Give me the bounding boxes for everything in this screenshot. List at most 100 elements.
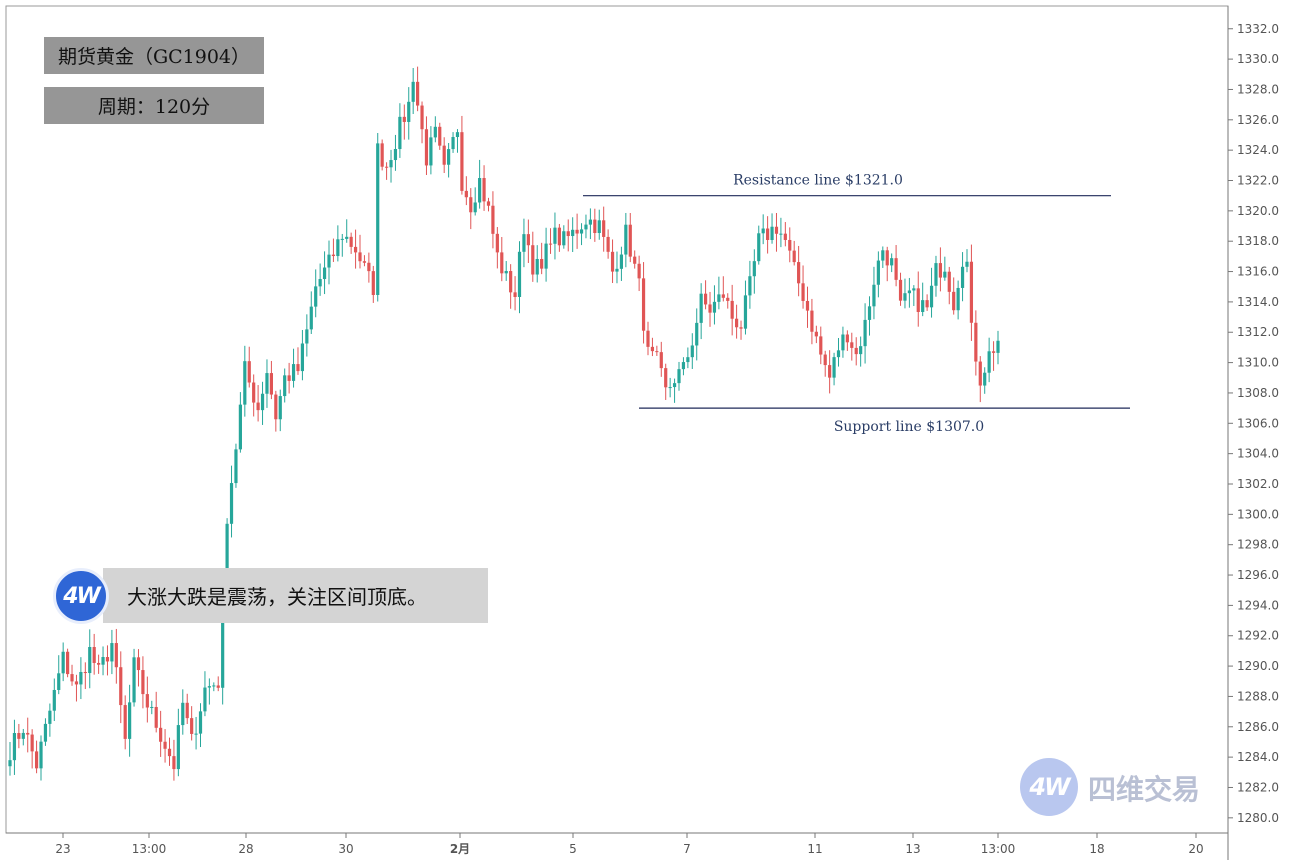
candle-body xyxy=(562,231,566,246)
candle-body xyxy=(610,251,615,272)
candle-body xyxy=(48,710,52,724)
candle-body xyxy=(26,732,30,735)
candle-body xyxy=(854,347,858,355)
candle xyxy=(991,341,996,371)
watermark-text: 四维交易 xyxy=(1088,773,1201,806)
period-label: 周期：120分 xyxy=(44,87,264,124)
candle xyxy=(345,219,349,243)
candle xyxy=(845,330,849,351)
candle xyxy=(97,654,101,674)
candle-body xyxy=(633,256,637,264)
candle xyxy=(203,671,207,717)
candle xyxy=(898,272,903,306)
candle xyxy=(872,266,876,320)
candle xyxy=(947,266,951,305)
candle-body xyxy=(557,227,561,246)
candle-body xyxy=(478,178,482,203)
candle-body xyxy=(358,252,362,262)
candle-body xyxy=(314,286,318,307)
candle-body xyxy=(752,261,756,277)
candle-body xyxy=(176,725,180,770)
candle xyxy=(531,231,535,282)
candle xyxy=(633,250,637,269)
y-tick-label: 1284.0 xyxy=(1237,750,1279,764)
candle xyxy=(243,345,247,417)
candle xyxy=(34,740,39,774)
y-tick-label: 1324.0 xyxy=(1237,143,1279,157)
candle-body xyxy=(522,234,526,252)
candle-body xyxy=(371,271,375,295)
candle xyxy=(903,278,907,309)
candle-body xyxy=(491,205,495,234)
candle-body xyxy=(345,236,349,239)
candle-body xyxy=(597,220,601,234)
candle xyxy=(8,742,12,776)
candle-body xyxy=(389,160,393,168)
candle xyxy=(486,197,491,212)
candle xyxy=(624,212,628,268)
candle-body xyxy=(553,227,557,244)
candle-body xyxy=(943,271,947,278)
candle-body xyxy=(624,224,628,255)
candle xyxy=(455,129,460,153)
grid xyxy=(5,5,1229,834)
x-tick-label: 20 xyxy=(1188,842,1203,856)
candle-body xyxy=(823,354,827,366)
candle-body xyxy=(890,258,894,266)
candle xyxy=(367,252,371,283)
resistance-label: Resistance line $1321.0 xyxy=(733,173,903,189)
candle-body xyxy=(252,382,256,403)
candle-body xyxy=(721,294,725,298)
candle xyxy=(766,216,770,254)
candle xyxy=(801,265,805,309)
candle-body xyxy=(548,243,553,245)
candle xyxy=(287,362,291,394)
candle xyxy=(695,308,699,361)
candle-body xyxy=(362,261,367,263)
candle-body xyxy=(52,689,56,711)
candle-body xyxy=(810,310,814,332)
candle xyxy=(260,381,265,425)
candle-body xyxy=(646,330,650,347)
candle-body xyxy=(655,351,659,353)
candle-body xyxy=(677,369,681,384)
candle xyxy=(79,657,83,700)
x-tick-label: 7 xyxy=(683,842,691,856)
candle xyxy=(659,341,663,377)
candle-body xyxy=(167,748,172,757)
candle xyxy=(655,345,659,356)
x-tick-label: 2月 xyxy=(450,842,470,856)
candle-body xyxy=(867,306,872,320)
candle-body xyxy=(305,329,309,344)
candle xyxy=(172,739,176,781)
candle-body xyxy=(203,687,207,712)
candle-body xyxy=(619,254,624,269)
y-tick-label: 1304.0 xyxy=(1237,447,1279,461)
candle xyxy=(83,662,87,690)
candle xyxy=(296,347,300,375)
x-tick-label: 18 xyxy=(1089,842,1104,856)
candle-body xyxy=(296,364,300,372)
candle-body xyxy=(8,760,12,767)
candle xyxy=(136,649,141,687)
candle xyxy=(464,176,468,206)
candle xyxy=(571,217,575,253)
candle-body xyxy=(859,346,863,355)
candle xyxy=(30,729,34,769)
candle xyxy=(331,238,336,262)
candle xyxy=(748,260,752,309)
candle-body xyxy=(686,357,690,363)
candle xyxy=(416,66,420,112)
candle-body xyxy=(336,239,340,257)
candle xyxy=(420,101,424,144)
candle-body xyxy=(380,143,384,167)
candle xyxy=(721,276,725,302)
candle xyxy=(451,132,455,153)
candle-body xyxy=(234,449,238,484)
candle-body xyxy=(881,250,885,261)
candle xyxy=(132,648,136,707)
candle xyxy=(300,329,305,381)
candle xyxy=(491,191,495,249)
x-tick-label: 11 xyxy=(807,842,822,856)
candle xyxy=(362,255,367,267)
